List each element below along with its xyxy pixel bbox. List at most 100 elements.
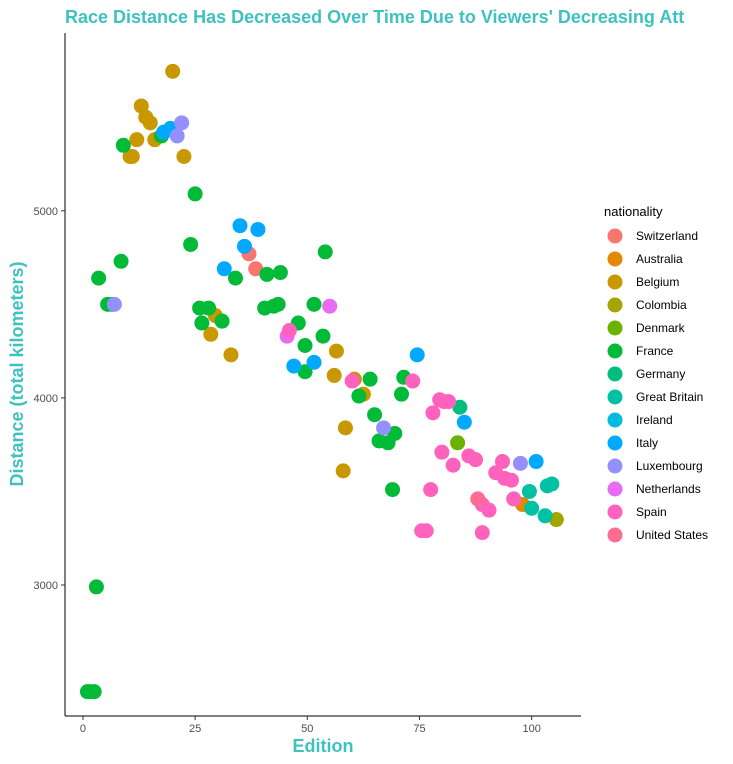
data-point [169,128,185,144]
data-point [376,420,392,436]
data-point [259,266,275,282]
data-point [194,315,210,331]
chart-title: Race Distance Has Decreased Over Time Du… [65,7,684,27]
data-point [176,149,192,165]
data-point [250,221,266,237]
data-point [232,218,248,234]
legend-label: France [636,344,674,358]
data-point [174,115,190,131]
data-point [203,326,219,342]
legend-key [607,251,623,267]
data-point [474,525,490,541]
legend-key [607,435,623,451]
data-point [528,454,544,470]
data-point [405,373,421,389]
legend-key [607,504,623,520]
data-point [362,371,378,387]
data-point [297,364,313,380]
y-axis-ticks: 3000 4000 5000 [34,206,65,592]
data-point [537,508,553,524]
data-point [214,313,230,329]
data-point [434,444,450,460]
legend-label: Denmark [636,321,686,335]
data-point [281,323,297,339]
data-point [183,236,199,252]
data-point [351,388,367,404]
data-point [272,265,288,281]
x-axis-title: Edition [293,736,354,756]
legend-label: Colombia [636,298,687,312]
points-layer [79,63,564,700]
data-point [86,684,102,700]
data-point [187,186,203,202]
x-tick-label: 75 [413,723,425,735]
data-point [122,149,138,165]
data-point [228,270,244,286]
data-point [201,300,217,316]
legend-key [607,366,623,382]
data-point [544,476,560,492]
legend-key [607,320,623,336]
legend-label: Ireland [636,413,673,427]
data-point [216,261,232,277]
data-point [115,137,131,153]
data-point [322,298,338,314]
x-tick-label: 25 [189,723,201,735]
legend-label: Australia [636,252,683,266]
data-point [445,457,461,473]
data-point [470,491,486,507]
data-point [524,500,540,516]
x-tick-label: 100 [522,723,540,735]
legend-label: Spain [636,505,667,519]
x-tick-label: 0 [80,723,86,735]
legend-key [607,412,623,428]
data-point [503,472,519,488]
data-point [512,455,528,471]
data-point [425,405,441,421]
y-tick-label: 3000 [34,580,58,592]
data-point [506,491,522,507]
legend-title: nationality [604,204,663,219]
data-point [91,270,107,286]
data-point [286,358,302,374]
legend-key [607,458,623,474]
legend: nationality Switzerland Australia Belgium C… [604,204,708,543]
legend-key [607,481,623,497]
data-point [521,483,537,499]
data-point [315,328,331,344]
y-axis-title: Distance (total kilometers) [7,261,27,486]
legend-key [607,389,623,405]
data-point [248,261,264,277]
data-point [306,354,322,370]
data-point [306,296,322,312]
data-point [133,98,149,114]
data-point [106,296,122,312]
legend-label: Belgium [636,275,679,289]
data-point [326,367,342,383]
data-point [409,347,425,363]
data-point [129,132,145,148]
legend-label: Luxembourg [636,459,703,473]
data-point [423,482,439,498]
data-point [297,337,313,353]
x-tick-label: 50 [301,723,313,735]
legend-label: Netherlands [636,482,701,496]
legend-key [607,297,623,313]
data-point [335,463,351,479]
data-point [165,63,181,79]
legend-key [607,274,623,290]
data-point [450,435,466,451]
data-point [113,253,129,269]
data-point [385,482,401,498]
data-point [317,244,333,260]
data-point [481,502,497,518]
data-point [387,425,403,441]
data-point [223,347,239,363]
data-point [88,579,104,595]
data-point [456,414,472,430]
data-point [452,399,468,415]
data-point [441,394,457,410]
data-point [468,452,484,468]
data-point [142,115,158,131]
data-point [418,523,434,539]
